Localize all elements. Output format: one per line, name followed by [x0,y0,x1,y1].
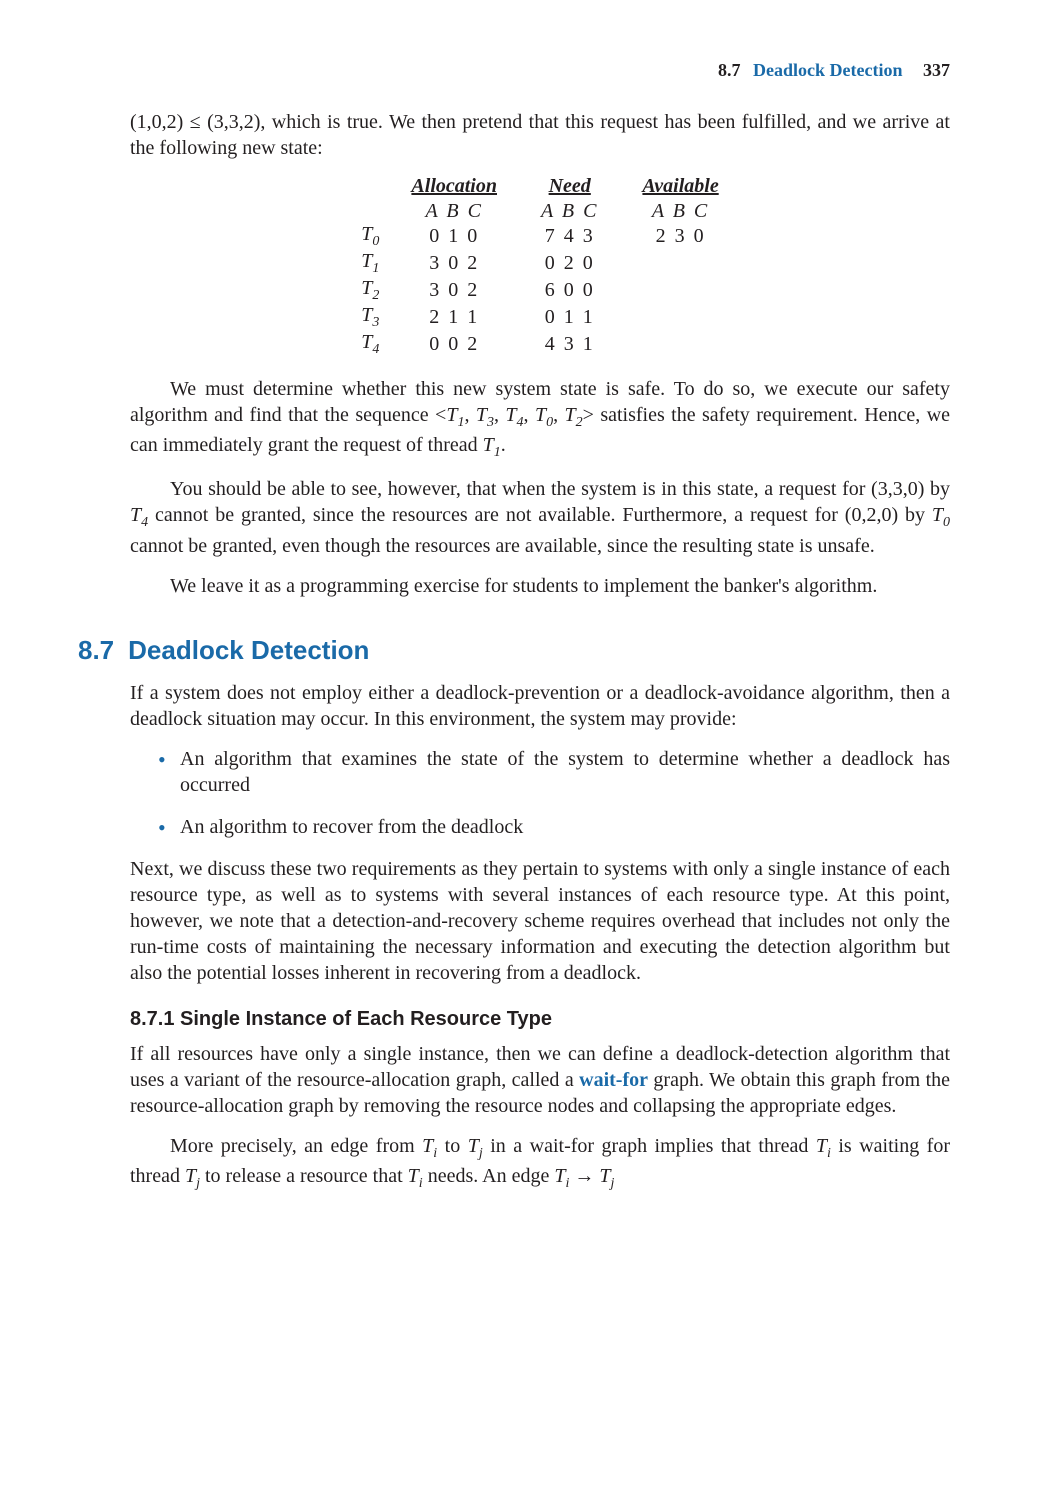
seq-item: T2 [565,404,583,426]
col-header: Need [519,175,620,200]
section-paragraph: Next, we discuss these two requirements … [130,856,950,986]
section-heading: 8.7 Deadlock Detection [78,635,950,666]
thread-ref: T4 [130,504,148,526]
col-header: Allocation [389,175,519,200]
thread-ref: Ti [554,1165,569,1187]
table-abc-row: A B C A B C A B C [339,200,740,223]
col-header: Available [620,175,740,200]
table-header-row: Allocation Need Available [339,175,740,200]
thread-ref: Tj [185,1165,200,1187]
cell: 4 3 1 [519,331,620,358]
section-number: 8.7 [78,635,114,665]
intro-paragraph: (1,0,2) ≤ (3,3,2), which is true. We the… [130,109,950,161]
list-item: An algorithm to recover from the deadloc… [158,814,950,840]
cell: 3 0 2 [389,250,519,277]
cell [620,250,740,277]
seq-item: T1 [446,404,464,426]
abc-cell: A B C [519,200,620,223]
thread-ref: Ti [816,1135,831,1157]
cell: 2 1 1 [389,304,519,331]
thread-ref: Ti [408,1165,423,1187]
cell [620,277,740,304]
cell: 7 4 3 [519,223,620,250]
thread-ref: T0 [932,504,950,526]
abc-cell: A B C [389,200,519,223]
term-wait-for: wait-for [579,1069,648,1091]
safe-paragraph-3: We leave it as a programming exercise fo… [130,573,950,599]
cell: 0 0 2 [389,331,519,358]
cell [620,304,740,331]
runhead-section-title: Deadlock Detection [753,60,902,80]
cell [620,331,740,358]
allocation-table-wrap: Allocation Need Available A B C A B C A … [130,175,950,358]
cell: 3 0 2 [389,277,519,304]
allocation-table: Allocation Need Available A B C A B C A … [339,175,740,358]
page-number: 337 [923,60,950,80]
thread-ref: T1 [483,434,501,456]
safe-paragraph-2: You should be able to see, however, that… [130,476,950,558]
section-intro-paragraph: If a system does not employ either a dea… [130,680,950,732]
section-title: Deadlock Detection [128,635,369,665]
list-item: An algorithm that examines the state of … [158,746,950,798]
cell: 0 2 0 [519,250,620,277]
table-row: T1 3 0 2 0 2 0 [339,250,740,277]
table-row: T2 3 0 2 6 0 0 [339,277,740,304]
row-label: T4 [339,331,389,358]
row-label: T2 [339,277,389,304]
thread-ref: Ti [422,1135,437,1157]
subsection-heading: 8.7.1 Single Instance of Each Resource T… [130,1008,950,1031]
row-label: T3 [339,304,389,331]
safe-paragraph-1: We must determine whether this new syste… [130,376,950,462]
subsection-paragraph-2: More precisely, an edge from Ti to Tj in… [130,1133,950,1193]
seq-item: T3 [476,404,494,426]
table-row: T3 2 1 1 0 1 1 [339,304,740,331]
thread-ref: Tj [468,1135,483,1157]
cell: 0 1 1 [519,304,620,331]
cell: 6 0 0 [519,277,620,304]
seq-item: T4 [505,404,523,426]
cell: 0 1 0 [389,223,519,250]
page: 8.7 Deadlock Detection 337 (1,0,2) ≤ (3,… [0,0,1050,1500]
table-row: T4 0 0 2 4 3 1 [339,331,740,358]
row-label: T0 [339,223,389,250]
table-row: T0 0 1 0 7 4 3 2 3 0 [339,223,740,250]
subsection-paragraph-1: If all resources have only a single inst… [130,1041,950,1119]
seq-item: T0 [535,404,553,426]
runhead-section-number: 8.7 [718,60,741,80]
running-head: 8.7 Deadlock Detection 337 [130,60,950,81]
cell: 2 3 0 [620,223,740,250]
thread-ref: Tj [599,1165,614,1187]
row-label: T1 [339,250,389,277]
bullet-list: An algorithm that examines the state of … [130,746,950,840]
abc-cell: A B C [620,200,740,223]
